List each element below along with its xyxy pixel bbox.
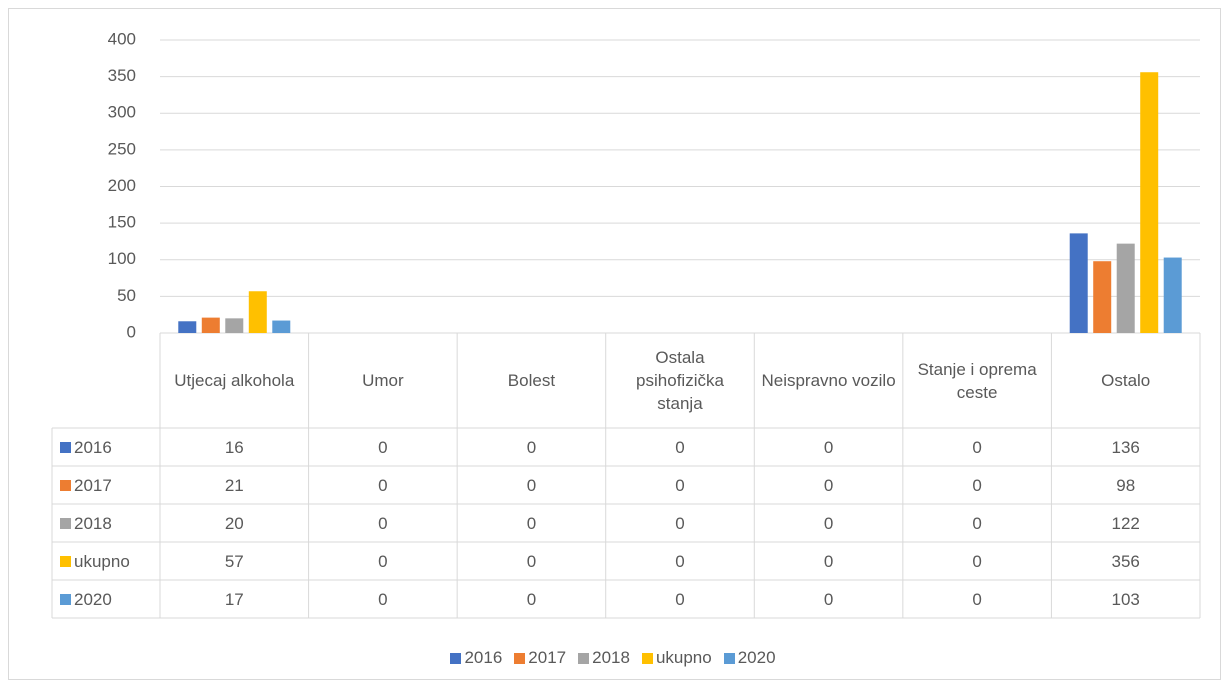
table-value: 21: [224, 475, 244, 495]
table-value: 0: [972, 475, 982, 495]
bar: [201, 317, 220, 333]
table-value: 136: [1111, 437, 1140, 457]
row-label: 2017: [74, 475, 112, 495]
table-value: 0: [972, 589, 982, 609]
table-value: 0: [526, 437, 537, 457]
legend-item: 2017: [514, 648, 566, 668]
row-header: 2017: [52, 466, 160, 504]
table-value: 98: [1116, 475, 1136, 495]
bar: [178, 321, 197, 333]
y-tick-label: 50: [117, 286, 136, 305]
row-label: 2018: [74, 513, 112, 533]
table-value: 0: [526, 513, 537, 533]
legend-swatch: [578, 652, 590, 664]
legend-item: ukupno: [641, 648, 712, 668]
bar: [1069, 233, 1088, 333]
legend: 2016 2017 2018 ukupno 2020: [0, 646, 1226, 670]
legend-item: 2016: [450, 648, 502, 668]
table-value: 0: [526, 551, 537, 571]
table-value: 0: [378, 589, 388, 609]
row-header: ukupno: [52, 542, 160, 580]
legend-label: 2016: [464, 648, 503, 667]
row-label: ukupno: [74, 551, 130, 571]
legend-swatch: [641, 652, 653, 664]
table-value: 0: [823, 589, 834, 609]
y-tick-label: 350: [108, 66, 136, 85]
legend-label: ukupno: [655, 648, 712, 667]
row-header: 2020: [52, 580, 160, 618]
legend-item: 2020: [723, 648, 776, 668]
table-value: 17: [224, 589, 244, 609]
legend-swatch: [60, 593, 71, 605]
y-tick-label: 200: [108, 176, 136, 195]
table-value: 20: [224, 513, 244, 533]
table-value: 0: [972, 551, 982, 571]
category-header: Bolest: [507, 371, 556, 390]
row-label: 2020: [74, 589, 112, 609]
table-value: 0: [675, 551, 685, 571]
legend-swatch: [514, 652, 526, 664]
table-value: 0: [675, 589, 685, 609]
bar: [225, 318, 244, 333]
table-value: 0: [823, 513, 834, 533]
row-header: 2016: [52, 428, 160, 466]
legend-swatch: [60, 555, 71, 567]
category-header: Ostala psihofizička stanja: [636, 348, 724, 413]
table-value: 0: [675, 513, 685, 533]
table-value: 0: [378, 475, 388, 495]
legend-swatch: [723, 652, 735, 664]
table-value: 0: [378, 551, 388, 571]
bar: [248, 291, 267, 333]
table-value: 0: [972, 437, 982, 457]
y-tick-label: 150: [108, 213, 136, 232]
chart-border: [8, 8, 1221, 680]
table-value: 103: [1111, 589, 1140, 609]
legend-swatch: [450, 652, 462, 664]
bar: [1163, 257, 1182, 333]
table-value: 0: [526, 475, 537, 495]
y-tick-label: 400: [108, 29, 136, 48]
y-tick-label: 300: [108, 103, 136, 122]
table-value: 57: [224, 551, 244, 571]
legend-item: 2018: [578, 648, 630, 668]
table-value: 0: [526, 589, 537, 609]
table-value: 0: [378, 513, 388, 533]
bar: [1140, 72, 1159, 333]
legend-swatch: [60, 479, 71, 491]
legend-label: 2017: [528, 648, 567, 667]
bar: [1116, 243, 1135, 333]
table-value: 16: [224, 437, 244, 457]
table-value: 0: [972, 513, 982, 533]
category-header: Umor: [362, 371, 404, 390]
row-label: 2016: [74, 437, 112, 457]
legend-swatch: [60, 441, 71, 453]
legend-label: 2018: [592, 648, 630, 667]
category-header: Stanje i oprema ceste: [917, 359, 1037, 402]
bar: [1093, 261, 1112, 333]
category-header: Neispravno vozilo: [761, 371, 896, 390]
row-header: 2018: [52, 504, 160, 542]
table-value: 0: [675, 437, 685, 457]
table-value: 0: [823, 437, 834, 457]
table-value: 122: [1111, 513, 1140, 533]
y-tick-label: 100: [108, 249, 136, 268]
table-value: 0: [823, 551, 834, 571]
table-value: 356: [1111, 551, 1140, 571]
category-header: Ostalo: [1101, 371, 1151, 390]
table-value: 0: [823, 475, 834, 495]
table-value: 0: [378, 437, 388, 457]
y-tick-label: 250: [108, 139, 136, 158]
legend-label: 2020: [737, 648, 776, 667]
table-value: 0: [675, 475, 685, 495]
category-header: Utjecaj alkohola: [174, 371, 295, 390]
bar: [272, 320, 291, 333]
legend-swatch: [60, 517, 71, 529]
y-tick-label: 0: [127, 322, 136, 341]
